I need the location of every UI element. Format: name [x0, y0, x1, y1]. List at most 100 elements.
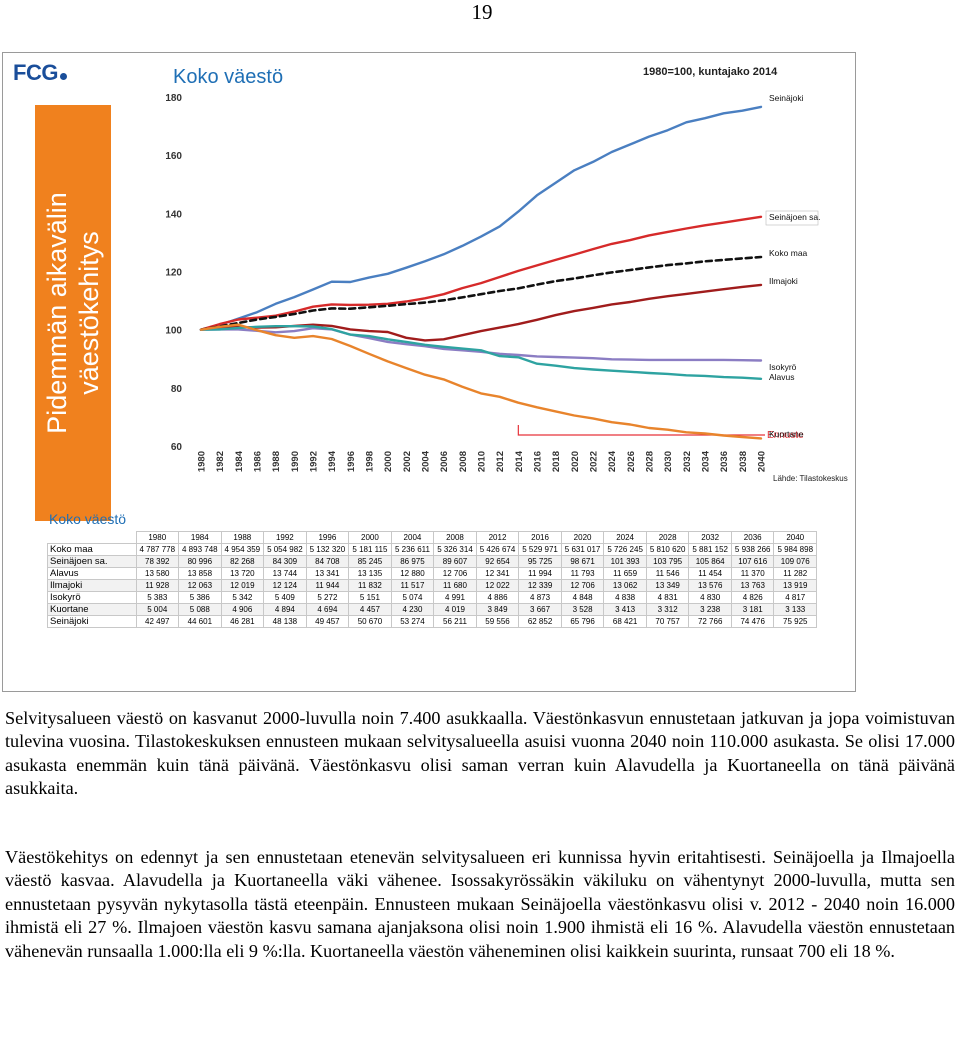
table-cell: 4 826: [730, 591, 775, 604]
series-end-label: Alavus: [769, 372, 795, 382]
table-cell: 12 880: [390, 567, 435, 580]
table-row: Alavus 13 580 13 858 13 720 13 744 13 341 13 1…: [47, 567, 817, 580]
table-cell: 5 074: [390, 591, 435, 604]
table-cell: 13 062: [603, 579, 647, 592]
table-cell: 12 124: [263, 579, 307, 592]
table-cell: 92 654: [475, 555, 520, 568]
table-cell: 72 766: [688, 615, 732, 628]
table-cell: 5 529 971: [518, 543, 562, 556]
table-cell: 13 744: [263, 567, 307, 580]
table-cell: 12 022: [475, 579, 520, 592]
slide-figure: FCG Pidemmän aikavälin väestökehitys Kok…: [2, 52, 856, 692]
table-cell: 3 181: [730, 603, 775, 616]
table-cell: 75 925: [773, 615, 817, 628]
table-cell: 13 341: [305, 567, 350, 580]
table-header-year: 2004: [390, 531, 435, 544]
table-cell: 56 211: [433, 615, 477, 628]
table-cell: 4 873: [518, 591, 562, 604]
table-cell: 12 706: [560, 579, 605, 592]
table-cell: 11 659: [603, 567, 647, 580]
series-end-label: Seinäjoen sa.: [769, 212, 821, 222]
x-tick-label: 2038: [738, 451, 749, 472]
table-cell: 4 906: [220, 603, 265, 616]
source-note: Lähde: Tilastokeskus: [773, 474, 848, 483]
table-cell: 74 476: [730, 615, 775, 628]
table-row: Kuortane 5 004 5 088 4 906 4 894 4 694 4 457 4 …: [47, 603, 817, 616]
table-cell: 12 339: [518, 579, 562, 592]
table-cell: 5 426 674: [475, 543, 520, 556]
y-tick-label: 120: [165, 268, 182, 279]
x-tick-label: 1986: [253, 451, 264, 472]
table-cell: 11 994: [518, 567, 562, 580]
table-header-year: 2016: [518, 531, 562, 544]
table-cell: 53 274: [390, 615, 435, 628]
table-row-label: Seinäjoen sa.: [47, 555, 137, 568]
table-header-year: 2020: [560, 531, 605, 544]
table-cell: 78 392: [135, 555, 180, 568]
x-tick-label: 1982: [215, 451, 226, 472]
table-row-label: Alavus: [47, 567, 137, 580]
fcg-logo: FCG: [13, 60, 67, 86]
table-header-year: 2012: [475, 531, 520, 544]
table-cell: 4 787 778: [135, 543, 180, 556]
x-tick-label: 1984: [234, 450, 245, 472]
table-header-row: 1980 1984 1988 1992 1996 2000 2004 2008 2012 2016…: [47, 531, 817, 544]
table-row: Seinäjoki 42 497 44 601 46 281 48 138 49 457 5…: [47, 615, 817, 628]
x-tick-label: 1990: [290, 451, 301, 472]
table-header-year: 2032: [688, 531, 732, 544]
series-label-box: [765, 210, 819, 226]
table-cell: 5 151: [348, 591, 392, 604]
table-cell: 5 236 611: [390, 543, 435, 556]
table-cell: 70 757: [645, 615, 690, 628]
x-tick-label: 2030: [663, 451, 674, 472]
table-title: Koko väestö: [49, 511, 127, 527]
x-tick-label: 2032: [682, 451, 693, 472]
page-number: 19: [471, 0, 493, 24]
table-cell: 5 631 017: [560, 543, 605, 556]
table-row: Isokyrö 5 383 5 386 5 342 5 409 5 272 5 151 5 0…: [47, 591, 817, 604]
series-line-seinajoen-sa: [199, 215, 763, 331]
table-cell: 5 810 620: [645, 543, 690, 556]
table-cell: 4 019: [433, 603, 477, 616]
y-tick-label: 100: [165, 326, 182, 337]
table-cell: 4 893 748: [178, 543, 222, 556]
table-cell: 84 309: [263, 555, 307, 568]
table-cell: 109 076: [773, 555, 817, 568]
table-header-year: 1984: [178, 531, 222, 544]
table-cell: 13 580: [135, 567, 180, 580]
x-tick-label: 2016: [533, 451, 544, 472]
table-cell: 86 975: [390, 555, 435, 568]
x-tick-label: 2004: [421, 450, 432, 472]
x-tick-label: 2036: [719, 451, 730, 472]
table-cell: 4 694: [305, 603, 350, 616]
table-cell: 13 763: [730, 579, 775, 592]
x-tick-label: 1994: [327, 450, 338, 472]
y-tick-label: 60: [171, 442, 183, 453]
table-cell: 5 004: [135, 603, 180, 616]
table-row-label: Seinäjoki: [47, 615, 137, 628]
table-cell: 4 230: [390, 603, 435, 616]
table-header-year: 2040: [773, 531, 817, 544]
table-row-label: Ilmajoki: [47, 579, 137, 592]
table-cell: 12 341: [475, 567, 520, 580]
table-cell: 13 919: [773, 579, 817, 592]
x-tick-label: 2040: [757, 451, 768, 472]
table-cell: 4 838: [603, 591, 647, 604]
table-cell: 4 886: [475, 591, 520, 604]
table-cell: 65 796: [560, 615, 605, 628]
table-cell: 5 726 245: [603, 543, 647, 556]
x-tick-label: 2002: [402, 451, 413, 472]
table-row-label: Kuortane: [47, 603, 137, 616]
series-line-seinajoki: [199, 105, 763, 331]
table-corner: [47, 531, 137, 544]
table-cell: 4 894: [263, 603, 307, 616]
table-row-label: Koko maa: [47, 543, 137, 556]
table-cell: 5 054 982: [263, 543, 307, 556]
table-cell: 5 342: [220, 591, 265, 604]
table-cell: 12 019: [220, 579, 265, 592]
table-cell: 13 858: [178, 567, 222, 580]
series-line-alavus: [199, 325, 763, 380]
table-header-year: 2008: [433, 531, 477, 544]
table-cell: 11 793: [560, 567, 605, 580]
x-tick-label: 2014: [514, 450, 525, 472]
